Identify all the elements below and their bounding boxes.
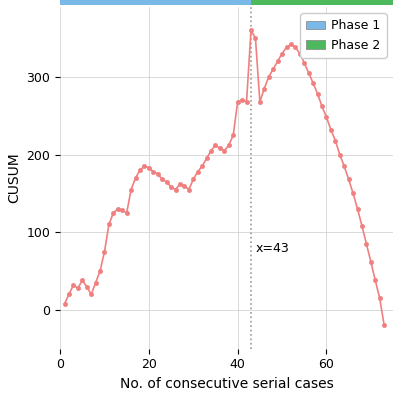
X-axis label: No. of consecutive serial cases: No. of consecutive serial cases	[120, 377, 334, 391]
Text: x=43: x=43	[256, 242, 289, 255]
Y-axis label: CUSUM: CUSUM	[7, 152, 21, 203]
Legend: Phase 1, Phase 2: Phase 1, Phase 2	[300, 13, 387, 58]
